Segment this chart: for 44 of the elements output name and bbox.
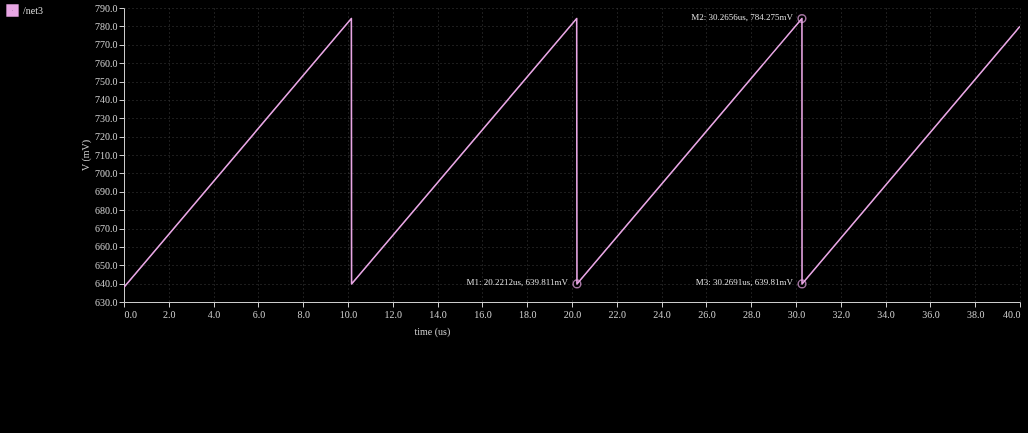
x-tick-label: 38.0 xyxy=(966,308,985,320)
x-tick-label: 16.0 xyxy=(474,308,492,320)
x-axis-title: time (us) xyxy=(414,325,451,338)
y-tick-label: 750.0 xyxy=(95,76,118,87)
x-tick-label: 4.0 xyxy=(207,308,221,320)
y-tick-label: 780.0 xyxy=(95,20,118,32)
annotation: M2: 30.2656us, 784.275mV xyxy=(691,11,794,22)
y-axis-title: V (mV) xyxy=(80,139,92,172)
x-tick-label: 18.0 xyxy=(518,308,537,320)
x-tick-label: 28.0 xyxy=(742,308,761,320)
y-tick-label: 720.0 xyxy=(95,131,118,143)
x-tick-label: 36.0 xyxy=(922,308,940,320)
y-tick-label: 680.0 xyxy=(95,204,118,216)
y-tick-label: 640.0 xyxy=(95,278,118,290)
x-tick-label: 10.0 xyxy=(339,308,358,320)
x-tick-label: 12.0 xyxy=(384,308,403,320)
annotation: M1: 20.2212us, 639.811mV xyxy=(466,276,569,287)
x-tick-label: 14.0 xyxy=(429,308,447,320)
x-tick-label: 26.0 xyxy=(698,308,716,320)
y-tick-label: 760.0 xyxy=(95,57,118,69)
y-tick-label: 790.0 xyxy=(95,2,118,14)
y-tick-label: 730.0 xyxy=(95,112,118,124)
x-tick-label: 34.0 xyxy=(877,308,895,320)
x-tick-label: 0.0 xyxy=(124,308,137,320)
x-tick-label: 30.0 xyxy=(787,308,806,320)
x-tick-label: 24.0 xyxy=(653,308,671,320)
y-tick-label: 650.0 xyxy=(95,259,118,271)
y-tick-label: 670.0 xyxy=(95,223,118,234)
y-tick-label: 710.0 xyxy=(95,149,118,161)
x-tick-label: 6.0 xyxy=(252,308,266,320)
y-tick-label: 770.0 xyxy=(95,39,118,51)
x-tick-label: 8.0 xyxy=(297,308,310,320)
y-tick-label: 660.0 xyxy=(95,241,118,253)
x-tick-label: 20.0 xyxy=(563,308,582,320)
y-tick-label: 700.0 xyxy=(95,167,118,179)
x-tick-label: 2.0 xyxy=(163,308,176,320)
annotation: M3: 30.2691us, 639.81mV xyxy=(695,276,794,287)
x-tick-label: 22.0 xyxy=(608,308,627,320)
x-tick-label: 40.0 xyxy=(1003,308,1021,320)
y-tick-label: 690.0 xyxy=(95,186,118,198)
legend-label: /net3 xyxy=(23,4,43,16)
y-tick-label: 630.0 xyxy=(95,296,118,308)
y-tick-label: 740.0 xyxy=(95,94,118,106)
x-tick-label: 32.0 xyxy=(832,308,851,320)
